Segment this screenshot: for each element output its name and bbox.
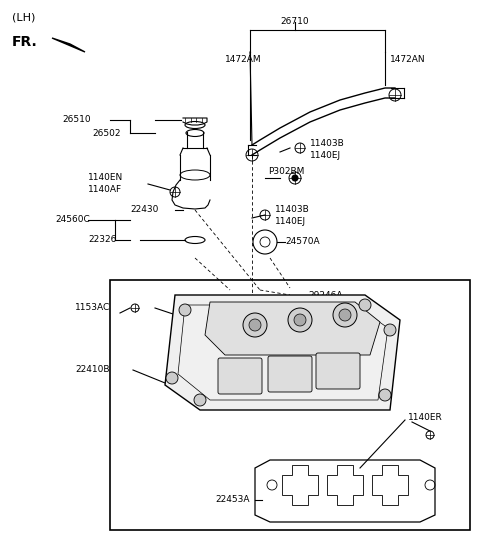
- Text: 24560C: 24560C: [55, 216, 90, 224]
- Circle shape: [359, 299, 371, 311]
- Circle shape: [288, 308, 312, 332]
- Text: (LH): (LH): [12, 13, 36, 23]
- Text: 1140AF: 1140AF: [88, 185, 122, 195]
- Polygon shape: [205, 302, 380, 355]
- Text: 1140ER: 1140ER: [408, 414, 443, 423]
- Circle shape: [166, 372, 178, 384]
- Text: 22430: 22430: [130, 205, 158, 215]
- Text: P302BM: P302BM: [268, 167, 304, 177]
- Text: FR.: FR.: [12, 35, 38, 49]
- Text: 26510: 26510: [62, 115, 91, 125]
- Text: 24570A: 24570A: [285, 237, 320, 247]
- Text: 1153AC: 1153AC: [75, 304, 110, 313]
- Circle shape: [384, 324, 396, 336]
- FancyBboxPatch shape: [218, 358, 262, 394]
- Text: 1140EN: 1140EN: [88, 173, 123, 183]
- Text: 1140EJ: 1140EJ: [310, 151, 341, 159]
- Circle shape: [292, 175, 298, 181]
- Circle shape: [249, 319, 261, 331]
- Polygon shape: [165, 295, 400, 410]
- Text: 22326: 22326: [88, 236, 116, 244]
- Text: 11403B: 11403B: [275, 205, 310, 215]
- Bar: [110, 280, 470, 530]
- Text: 1472AN: 1472AN: [390, 55, 426, 64]
- Text: 11403B: 11403B: [310, 139, 345, 147]
- Text: 26710: 26710: [281, 17, 309, 27]
- Text: 1472AM: 1472AM: [225, 55, 262, 64]
- Circle shape: [243, 313, 267, 337]
- FancyBboxPatch shape: [268, 356, 312, 392]
- Circle shape: [194, 394, 206, 406]
- Circle shape: [339, 309, 351, 321]
- Circle shape: [333, 303, 357, 327]
- Text: 22453A: 22453A: [215, 495, 250, 505]
- Text: 29246A: 29246A: [308, 292, 343, 300]
- FancyBboxPatch shape: [316, 353, 360, 389]
- Text: 1140EJ: 1140EJ: [275, 217, 306, 227]
- Circle shape: [294, 314, 306, 326]
- Polygon shape: [52, 38, 85, 52]
- Circle shape: [379, 389, 391, 401]
- Text: 22410B: 22410B: [75, 365, 109, 375]
- Text: 26502: 26502: [92, 128, 120, 138]
- Circle shape: [179, 304, 191, 316]
